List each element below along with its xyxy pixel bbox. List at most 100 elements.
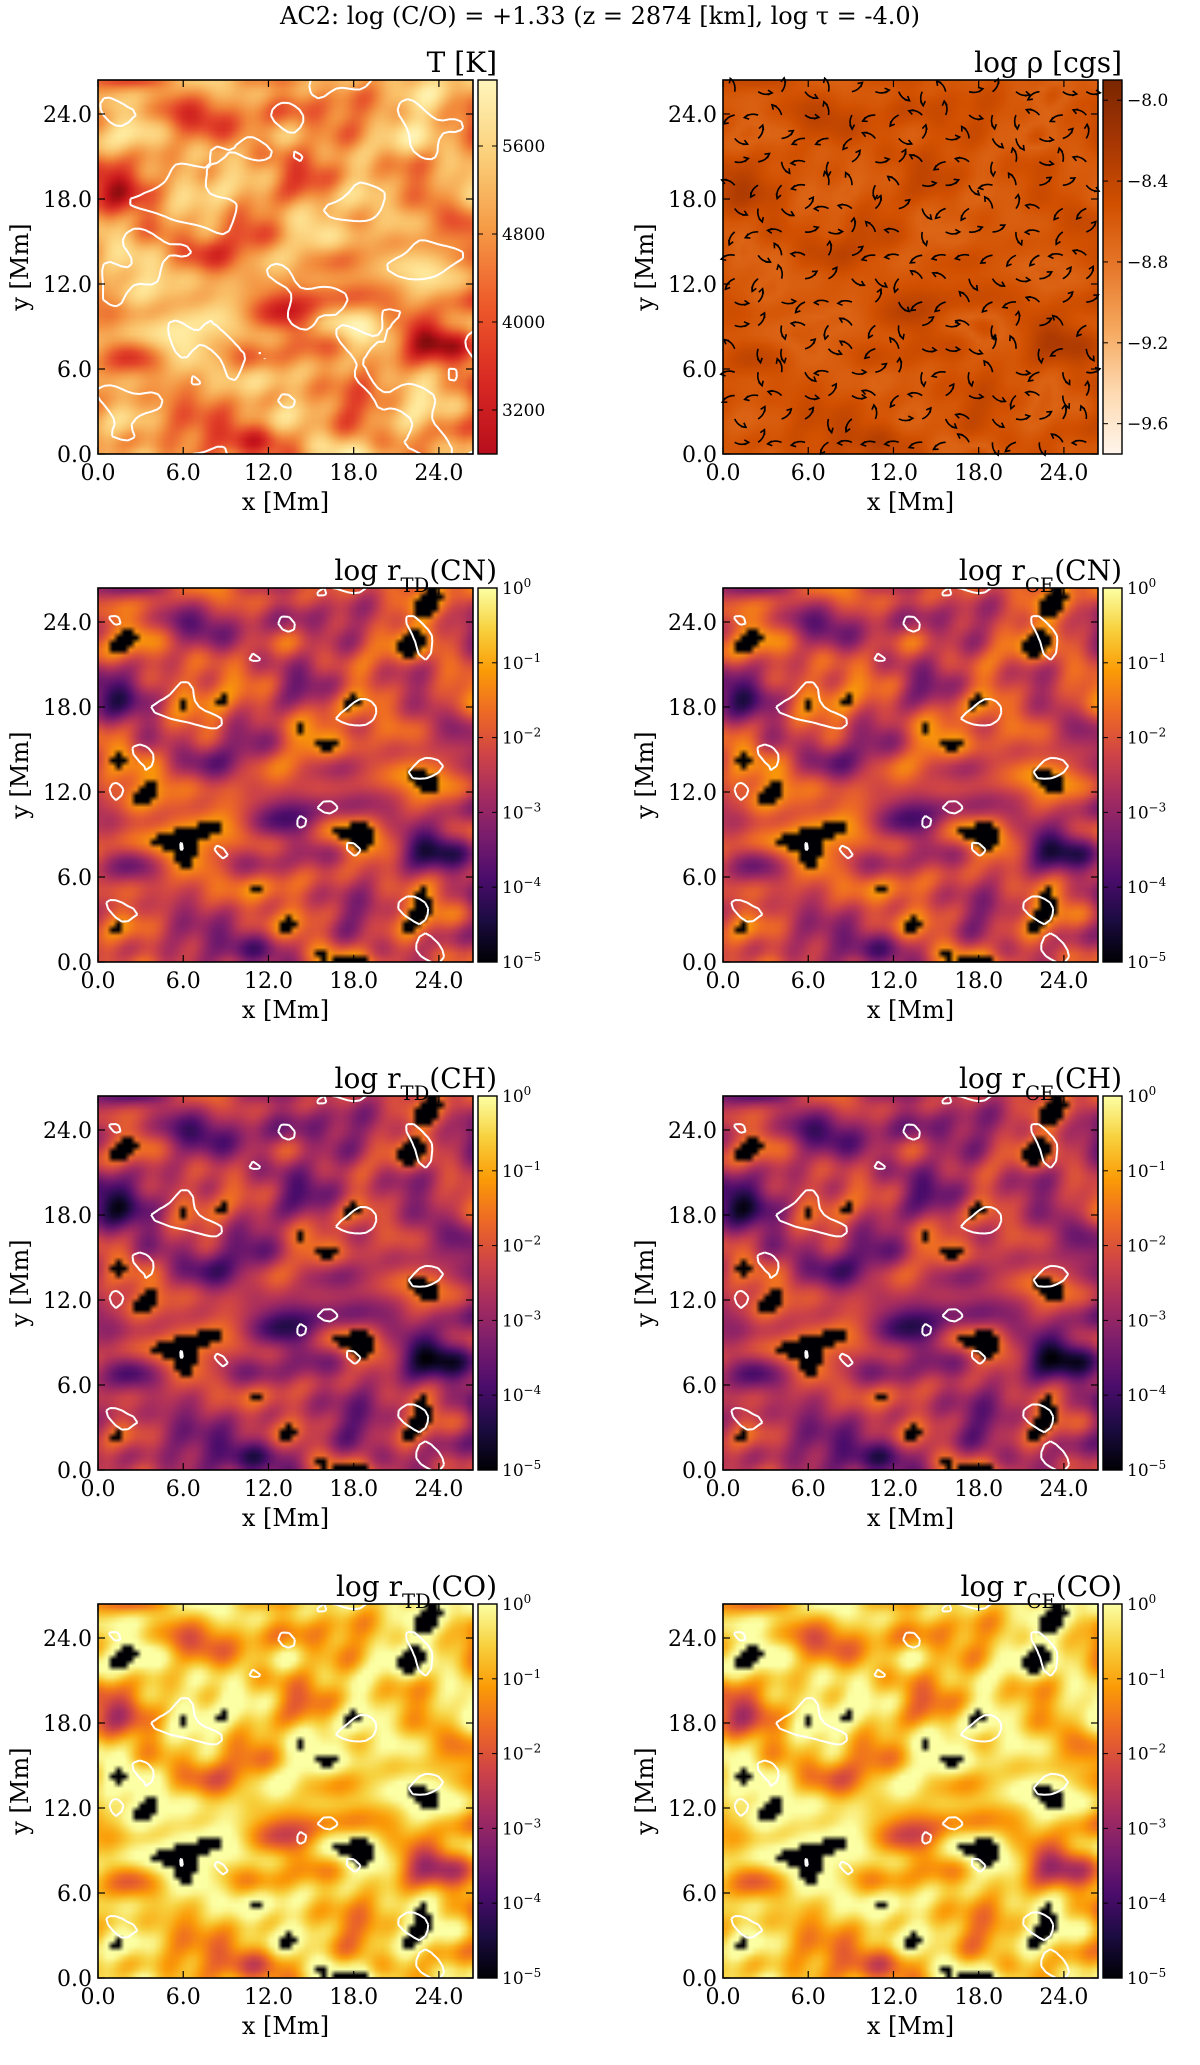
streamline-arrowhead	[810, 338, 817, 345]
x-tick-label: 12.0	[869, 1477, 918, 1502]
streamline-arrowhead	[1027, 376, 1034, 383]
streamline-arrowhead	[991, 333, 998, 341]
streamline-arrowhead	[842, 144, 849, 151]
streamline-arrowhead	[789, 184, 797, 191]
panel-density: 0.0 6.0 12.0 18.0 24.0 0.0 6.0 12.0 18.0 24.0 x [M…	[631, 46, 1168, 516]
streamline-arrowhead	[989, 170, 997, 178]
streamline-arrowhead	[1007, 171, 1014, 179]
streamline-arrowhead	[790, 298, 798, 305]
plot-frame	[97, 587, 474, 963]
velocity-streamlines	[719, 76, 1102, 457]
streamline-arrowhead	[788, 129, 795, 136]
plot-frame	[97, 79, 474, 455]
streamline-arrowhead	[872, 194, 879, 201]
streamline-arrowhead	[953, 178, 961, 185]
colorbar-tick-label: 3200	[502, 401, 545, 421]
colorbar-tick-label: 10−3	[502, 800, 541, 823]
streamline-arrowhead	[901, 148, 907, 155]
colorbar-tick-label: 10−2	[502, 726, 541, 749]
streamline-arrowhead	[998, 142, 1005, 149]
x-axis-label: x [Mm]	[867, 1504, 954, 1532]
streamline-arrowhead	[836, 203, 844, 210]
y-tick-label: 18.0	[668, 1204, 717, 1229]
colorbar-tick-label: 10−3	[1127, 1816, 1166, 1839]
streamline-arrowhead	[831, 266, 838, 273]
streamline-arrowhead	[999, 224, 1007, 230]
x-tick-label: 18.0	[329, 969, 378, 994]
streamline-arrowhead	[766, 389, 774, 396]
colorbar-tick-label: 10−5	[1127, 1966, 1166, 1989]
streamline-arrowhead	[860, 131, 868, 138]
streamline-arrowhead	[956, 433, 963, 439]
streamline-arrowhead	[1084, 379, 1091, 387]
colorbar-tick-label: 10−3	[1127, 1308, 1166, 1331]
colorbar-tick-label: 10−3	[1127, 800, 1166, 823]
streamline-arrowhead	[722, 338, 730, 345]
colorbar-tick-label: −9.6	[1127, 415, 1168, 435]
x-tick-label: 24.0	[414, 1985, 463, 2010]
x-tick-label: 0.0	[81, 1985, 116, 2010]
colorbar-tick-label: 5600	[502, 137, 545, 157]
streamline-arrowhead	[925, 406, 932, 413]
streamline-arrowhead	[906, 139, 914, 146]
colorbar-tick-label: 10−3	[502, 1308, 541, 1331]
x-tick-label: 6.0	[791, 461, 826, 486]
x-tick-label: 18.0	[329, 1985, 378, 2010]
streamline-arrowhead	[908, 154, 915, 160]
streamline-arrowhead	[831, 382, 838, 389]
streamline-arrowhead	[859, 440, 867, 447]
streamline-arrowhead	[781, 333, 788, 341]
panel-rtd-ch: 0.0 6.0 12.0 18.0 24.0 0.0 6.0 12.0 18.0 24.0 x [M…	[6, 1062, 541, 1532]
streamline-arrowhead	[789, 251, 797, 258]
panel-title: log rCE(CO)	[960, 1570, 1122, 1613]
streamline-arrowhead	[1005, 260, 1012, 268]
streamline-arrowhead	[1014, 310, 1021, 317]
y-tick-label: 18.0	[43, 1204, 92, 1229]
streamline-arrowhead	[993, 450, 1000, 457]
y-tick-label: 18.0	[668, 188, 717, 213]
colorbar-tick-label: 10−5	[1127, 950, 1166, 973]
x-tick-label: 18.0	[954, 1985, 1003, 2010]
colorbar-tick-label: 100	[1127, 1084, 1156, 1107]
streamline-arrowhead	[932, 444, 939, 451]
streamline-arrowhead	[960, 215, 967, 222]
y-tick-label: 18.0	[43, 1712, 92, 1737]
streamline-arrowhead	[1024, 276, 1032, 283]
x-tick-label: 12.0	[244, 1477, 293, 1502]
streamline-arrowhead	[743, 395, 750, 402]
streamline-arrowhead	[836, 439, 843, 447]
streamline-arrowhead	[826, 239, 833, 247]
streamline-arrowhead	[743, 233, 751, 239]
streamline-arrowhead	[876, 194, 883, 201]
streamline-arrowhead	[1090, 220, 1097, 227]
y-tick-label: 24.0	[668, 1627, 717, 1652]
panel-title: T [K]	[427, 46, 497, 79]
x-tick-label: 18.0	[329, 1477, 378, 1502]
streamline-arrowhead	[884, 156, 891, 163]
streamline-arrowhead	[749, 191, 756, 199]
streamline-arrowhead	[849, 124, 856, 131]
streamline-arrowhead	[855, 149, 861, 156]
streamline-arrowhead	[930, 254, 938, 261]
streamline-arrowhead	[993, 77, 1000, 84]
streamline-arrowhead	[983, 195, 990, 202]
streamline-arrowhead	[1026, 94, 1034, 101]
streamline-arrowhead	[981, 306, 988, 313]
streamline-arrowhead	[893, 287, 899, 294]
streamline-arrowhead	[758, 287, 765, 294]
streamline-arrowhead	[998, 422, 1006, 429]
streamline-arrowhead	[1088, 265, 1094, 272]
colorbar	[477, 1603, 498, 1979]
streamline-arrowhead	[1001, 303, 1009, 309]
y-axis-label: y [Mm]	[631, 1239, 659, 1327]
x-tick-label: 0.0	[81, 461, 116, 486]
streamline-arrowhead	[1013, 124, 1021, 131]
streamline-arrowhead	[883, 253, 890, 260]
streamline-arrowhead	[1009, 403, 1016, 411]
x-tick-label: 0.0	[81, 1477, 116, 1502]
panel-temperature: 0.0 6.0 12.0 18.0 24.0 0.0 6.0 12.0 18.0 24.0 x [M…	[6, 46, 545, 516]
x-tick-label: 6.0	[791, 1985, 826, 2010]
y-tick-label: 12.0	[668, 781, 717, 806]
streamline-arrowhead	[1048, 116, 1056, 123]
streamline-arrowhead	[770, 103, 777, 110]
